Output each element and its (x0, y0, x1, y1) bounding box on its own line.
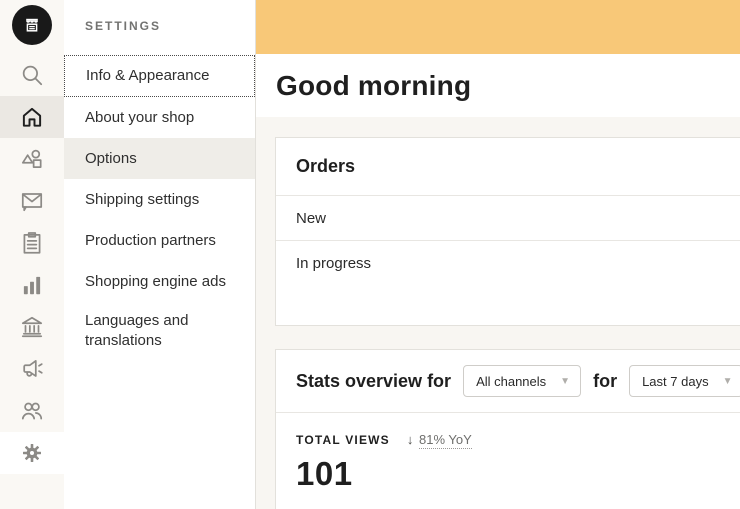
settings-item-label: Shipping settings (85, 190, 200, 208)
sidebar-item-finances[interactable] (0, 306, 64, 348)
settings-item-label: Languages and translations (85, 312, 189, 349)
sidebar-item-messages[interactable] (0, 180, 64, 222)
shop-logo-button[interactable] (0, 0, 64, 54)
settings-item-label: Production partners (85, 231, 216, 249)
sidebar-item-orders[interactable] (0, 222, 64, 264)
settings-item-label: Options (85, 149, 137, 167)
listings-shapes-icon (19, 146, 45, 172)
orders-row-in-progress[interactable]: In progress (276, 240, 740, 285)
sidebar-item-settings[interactable] (0, 432, 64, 474)
dashboard-content: Orders New In progress Stats overview fo… (256, 117, 740, 509)
orders-card: Orders New In progress (275, 137, 740, 326)
settings-item-shopping-engine-ads[interactable]: Shopping engine ads (64, 261, 255, 302)
date-range-dropdown-value: Last 7 days (642, 373, 709, 389)
main-content: Good morning Orders New In progress Stat… (256, 0, 740, 509)
settings-item-info-appearance[interactable]: Info & Appearance (64, 55, 255, 97)
settings-item-production-partners[interactable]: Production partners (64, 220, 255, 261)
stats-card: Stats overview for All channels ▼ for La… (275, 349, 740, 509)
finances-bank-icon (19, 314, 45, 340)
stats-card-body: TOTAL VIEWS ↓ 81% YoY 101 40 (276, 413, 740, 509)
icon-rail (0, 0, 64, 509)
page-title: Good morning (276, 69, 472, 101)
settings-item-languages-translations[interactable]: Languages and translations (64, 302, 255, 360)
sidebar-item-marketing[interactable] (0, 348, 64, 390)
settings-item-label: Info & Appearance (86, 67, 210, 84)
home-icon (19, 104, 45, 130)
channel-dropdown[interactable]: All channels ▼ (463, 365, 582, 397)
total-views-value: 101 (296, 455, 353, 492)
orders-card-title: Orders (296, 156, 356, 176)
orders-clipboard-icon (19, 230, 45, 256)
settings-item-about-your-shop[interactable]: About your shop (64, 97, 255, 138)
total-views-label: TOTAL VIEWS (296, 433, 390, 447)
date-range-dropdown[interactable]: Last 7 days ▼ (629, 365, 740, 397)
settings-panel: SETTINGS Info & Appearance About your sh… (64, 0, 256, 509)
top-banner (256, 0, 740, 54)
settings-item-label: Shopping engine ads (85, 272, 226, 290)
settings-item-shipping-settings[interactable]: Shipping settings (64, 179, 255, 220)
chevron-down-icon: ▼ (722, 375, 733, 387)
community-people-icon (19, 398, 45, 424)
stats-title-prefix: Stats overview for (296, 370, 452, 391)
yoy-delta-link[interactable]: ↓ 81% YoY (406, 432, 472, 449)
storefront-logo-icon (12, 5, 52, 45)
orders-card-spacer (276, 285, 740, 325)
sidebar-item-stats[interactable] (0, 264, 64, 306)
orders-row-label: New (296, 209, 327, 227)
settings-panel-title: SETTINGS (85, 19, 162, 33)
search-icon (19, 62, 45, 88)
sidebar-item-community[interactable] (0, 390, 64, 432)
orders-row-label: In progress (296, 254, 372, 272)
settings-item-options[interactable]: Options (64, 138, 255, 179)
settings-gear-icon (20, 441, 44, 465)
marketing-megaphone-icon (19, 356, 45, 382)
messages-envelope-icon (19, 188, 45, 214)
settings-item-label: About your shop (85, 108, 195, 126)
channel-dropdown-value: All channels (476, 373, 547, 389)
sidebar-item-home[interactable] (0, 96, 64, 138)
stats-card-header: Stats overview for All channels ▼ for La… (276, 350, 740, 413)
orders-row-new[interactable]: New (276, 195, 740, 240)
sidebar-item-listings[interactable] (0, 138, 64, 180)
greeting-bar: Good morning (256, 54, 740, 117)
sidebar-item-search[interactable] (0, 54, 64, 96)
chevron-down-icon: ▼ (560, 375, 571, 387)
stats-barchart-icon (19, 272, 45, 298)
arrow-down-icon: ↓ (406, 432, 414, 447)
yoy-delta-value: 81% YoY (419, 432, 472, 449)
stats-title-connector: for (593, 370, 618, 391)
